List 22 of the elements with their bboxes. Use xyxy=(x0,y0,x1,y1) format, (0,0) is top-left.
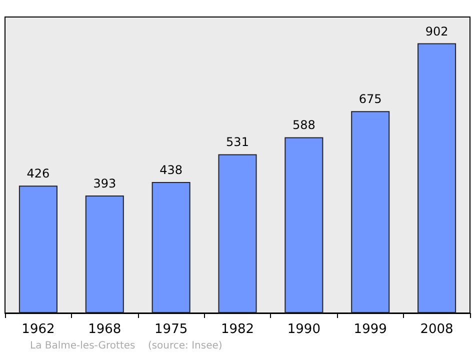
data-label: 588 xyxy=(292,118,316,132)
data-label: 438 xyxy=(160,163,183,178)
x-tick-label: 1962 xyxy=(22,322,55,337)
bar xyxy=(418,43,456,313)
bar xyxy=(152,182,190,313)
data-label: 902 xyxy=(425,24,448,38)
x-tick-label: 1968 xyxy=(88,322,122,337)
x-tick-label: 1982 xyxy=(220,322,254,337)
bar xyxy=(284,137,324,313)
bar xyxy=(18,186,58,313)
bar xyxy=(85,195,124,313)
bar xyxy=(351,111,390,313)
data-label: 531 xyxy=(226,135,249,150)
bar xyxy=(218,154,257,313)
x-tick-label: 1990 xyxy=(287,322,320,337)
x-tick-label: 2008 xyxy=(420,322,454,337)
data-label: 393 xyxy=(93,176,116,190)
text: La Balme-les-Grottes (source: Insee) xyxy=(30,340,222,352)
data-label: 675 xyxy=(358,92,382,106)
data-label: 426 xyxy=(26,166,50,181)
x-tick-label: 1999 xyxy=(354,322,387,337)
x-tick-label: 1975 xyxy=(154,322,188,337)
